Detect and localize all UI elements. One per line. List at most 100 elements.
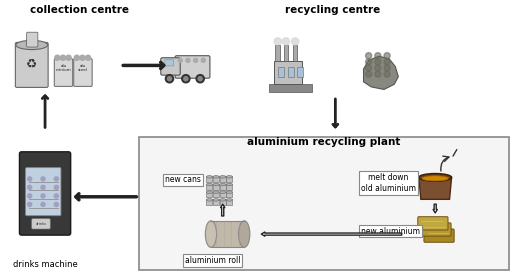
FancyBboxPatch shape [32, 219, 50, 229]
Bar [213, 176, 219, 182]
Text: collection centre: collection centre [30, 5, 129, 15]
Circle shape [54, 202, 58, 206]
Ellipse shape [220, 176, 226, 178]
FancyBboxPatch shape [139, 137, 509, 270]
Circle shape [375, 65, 381, 71]
Ellipse shape [220, 191, 226, 193]
Ellipse shape [206, 191, 212, 193]
Bar [226, 199, 232, 205]
Circle shape [366, 53, 372, 59]
Circle shape [366, 59, 372, 65]
Circle shape [178, 58, 182, 62]
Bar [213, 192, 219, 197]
Circle shape [80, 55, 85, 60]
FancyBboxPatch shape [165, 60, 174, 66]
Ellipse shape [226, 198, 232, 201]
FancyBboxPatch shape [211, 221, 244, 247]
Ellipse shape [16, 40, 48, 50]
FancyBboxPatch shape [26, 168, 61, 216]
Circle shape [375, 71, 381, 77]
Circle shape [292, 38, 299, 45]
Bar [275, 45, 280, 61]
Circle shape [66, 55, 71, 60]
Circle shape [384, 59, 390, 65]
Circle shape [182, 75, 190, 83]
Circle shape [55, 55, 60, 60]
Circle shape [366, 65, 372, 71]
Circle shape [283, 38, 290, 45]
Circle shape [28, 185, 32, 189]
Circle shape [194, 58, 198, 62]
Circle shape [74, 55, 79, 60]
Polygon shape [364, 56, 398, 89]
Circle shape [384, 71, 390, 77]
Bar [226, 192, 232, 197]
Text: alu
steel: alu steel [78, 64, 88, 72]
Text: new cans: new cans [165, 176, 201, 184]
Ellipse shape [226, 191, 232, 193]
Bar [293, 45, 297, 61]
Text: new aluminium: new aluminium [360, 227, 420, 235]
Bar [206, 192, 212, 197]
Text: alu
minium: alu minium [56, 64, 71, 72]
Ellipse shape [239, 221, 250, 247]
Text: drinks: drinks [35, 222, 47, 226]
Circle shape [41, 177, 45, 181]
Ellipse shape [213, 183, 219, 186]
FancyBboxPatch shape [161, 58, 180, 75]
Ellipse shape [220, 198, 226, 201]
Ellipse shape [213, 191, 219, 193]
Ellipse shape [205, 221, 217, 247]
Circle shape [375, 53, 381, 59]
Text: ♻: ♻ [26, 57, 37, 70]
Ellipse shape [206, 176, 212, 178]
FancyBboxPatch shape [15, 43, 48, 87]
Ellipse shape [213, 198, 219, 201]
FancyBboxPatch shape [424, 229, 454, 242]
Circle shape [366, 71, 372, 77]
Circle shape [28, 177, 32, 181]
Circle shape [384, 65, 390, 71]
Circle shape [60, 55, 66, 60]
FancyBboxPatch shape [297, 67, 303, 77]
Bar [226, 184, 232, 190]
Circle shape [41, 194, 45, 198]
Bar [206, 199, 212, 205]
Ellipse shape [419, 174, 452, 181]
Bar [220, 176, 226, 182]
Circle shape [41, 202, 45, 206]
Ellipse shape [220, 183, 226, 186]
Bar [284, 45, 288, 61]
Circle shape [54, 185, 58, 189]
Circle shape [384, 53, 390, 59]
Circle shape [167, 77, 172, 81]
Circle shape [54, 177, 58, 181]
Bar [206, 176, 212, 182]
FancyBboxPatch shape [269, 84, 312, 92]
Text: recycling centre: recycling centre [285, 5, 380, 15]
Circle shape [41, 185, 45, 189]
FancyBboxPatch shape [421, 223, 451, 236]
Circle shape [274, 38, 282, 45]
Bar [220, 192, 226, 197]
Bar [206, 184, 212, 190]
FancyBboxPatch shape [274, 61, 302, 84]
Text: melt down
old aluminium: melt down old aluminium [360, 173, 416, 193]
Circle shape [86, 55, 91, 60]
FancyBboxPatch shape [19, 152, 71, 235]
Circle shape [28, 202, 32, 206]
Circle shape [54, 194, 58, 198]
Bar [213, 199, 219, 205]
Ellipse shape [422, 176, 449, 181]
Circle shape [375, 59, 381, 65]
Ellipse shape [206, 198, 212, 201]
Circle shape [28, 194, 32, 198]
FancyBboxPatch shape [278, 67, 284, 77]
FancyBboxPatch shape [27, 32, 38, 47]
Ellipse shape [226, 176, 232, 178]
Circle shape [165, 75, 174, 83]
FancyBboxPatch shape [74, 59, 92, 86]
FancyBboxPatch shape [288, 67, 294, 77]
Ellipse shape [226, 183, 232, 186]
Ellipse shape [206, 183, 212, 186]
